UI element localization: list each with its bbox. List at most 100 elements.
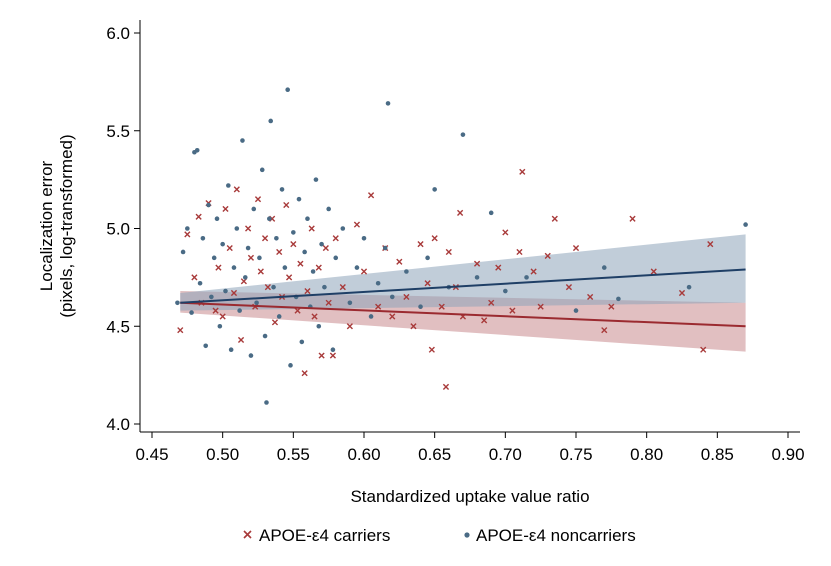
noncarrier-point — [601, 265, 607, 270]
carrier-point — [519, 168, 526, 175]
carrier-point — [650, 268, 657, 275]
noncarrier-point — [279, 187, 285, 192]
x-tick-label: 0.85 — [701, 445, 734, 464]
noncarrier-point — [425, 255, 430, 261]
noncarrier-point — [389, 294, 395, 300]
carrier-point — [257, 268, 264, 275]
carrier-point — [332, 235, 339, 242]
carrier-point — [424, 280, 431, 287]
x-tick-label: 0.75 — [559, 445, 592, 464]
noncarriers-fit-line — [180, 268, 746, 304]
noncarrier-point — [194, 148, 200, 153]
carrier-point — [700, 346, 707, 353]
noncarrier-point — [299, 339, 305, 345]
noncarrier-point — [302, 249, 307, 255]
carrier-point — [322, 244, 329, 252]
carrier-point — [438, 303, 445, 310]
noncarrier-point — [240, 138, 245, 143]
carrier-point — [481, 317, 488, 324]
noncarrier-point — [197, 280, 203, 286]
legend-item-noncarriers: APOE-ε4 noncarriers — [464, 526, 636, 545]
noncarrier-point — [333, 255, 339, 261]
x-tick-label: 0.50 — [206, 445, 239, 464]
carriers-fit-line — [180, 301, 746, 328]
noncarrier-point — [262, 333, 268, 339]
carrier-point — [271, 319, 279, 326]
carrier-point — [254, 196, 262, 203]
noncarrier-point — [347, 300, 353, 306]
noncarrier-point — [313, 177, 319, 182]
carrier-point — [346, 323, 353, 330]
carrier-point — [502, 229, 509, 236]
noncarrier-point — [460, 132, 466, 137]
carrier-point — [629, 215, 636, 222]
y-tick-label: 5.5 — [106, 122, 130, 141]
noncarrier-point — [226, 183, 231, 188]
carrier-point — [233, 186, 240, 193]
carrier-point — [301, 370, 308, 377]
y-tick-label: 5.0 — [106, 220, 130, 239]
carrier-point — [544, 252, 551, 259]
noncarrier-point — [418, 304, 423, 310]
carrier-point — [530, 268, 537, 275]
carrier-point — [294, 307, 301, 314]
noncarrier-point — [274, 235, 279, 241]
carrier-point — [431, 235, 438, 242]
y-tick-label: 6.0 — [106, 24, 130, 43]
carrier-point — [339, 284, 346, 291]
noncarrier-point — [206, 202, 211, 208]
carrier-point — [195, 213, 202, 220]
noncarrier-point — [503, 288, 508, 294]
carrier-point — [177, 327, 184, 334]
noncarrier-point — [288, 363, 293, 368]
legend-label-carriers: APOE-ε4 carriers — [259, 526, 390, 545]
carrier-point — [403, 293, 410, 301]
noncarrier-point — [214, 216, 220, 222]
noncarrier-point — [211, 255, 217, 261]
noncarrier-point — [189, 310, 194, 315]
carrier-point — [264, 284, 271, 291]
noncarrier-point — [330, 347, 336, 353]
carrier-point — [442, 383, 450, 390]
noncarrier-point — [268, 118, 274, 124]
carrier-point — [247, 254, 255, 261]
x-tick-label: 0.80 — [630, 445, 663, 464]
carrier-point — [572, 244, 580, 252]
carrier-point — [304, 287, 311, 295]
carrier-point — [587, 293, 594, 301]
noncarrier-point — [573, 308, 579, 313]
noncarrier-point — [271, 284, 276, 290]
carrier-point — [297, 260, 304, 267]
noncarrier-point — [175, 300, 180, 306]
carrier-point — [318, 352, 325, 359]
noncarrier-point — [223, 288, 228, 294]
noncarriers-confidence-band — [180, 234, 746, 311]
carrier-point — [222, 205, 229, 213]
carrier-point — [237, 336, 245, 344]
carrier-point — [608, 303, 615, 310]
carrier-point — [329, 352, 337, 359]
noncarrier-point — [326, 206, 331, 212]
noncarrier-point — [264, 400, 269, 405]
carrier-point — [276, 248, 283, 256]
carrier-point — [315, 264, 322, 271]
noncarrier-point — [180, 249, 186, 255]
noncarrier-point — [242, 275, 248, 280]
legend-label-noncarriers: APOE-ε4 noncarriers — [476, 526, 636, 545]
carrier-point — [283, 201, 290, 209]
noncarrier-point — [322, 284, 327, 290]
noncarrier-point — [474, 275, 480, 280]
noncarrier-point — [259, 167, 265, 173]
carrier-point — [308, 225, 315, 232]
noncarrier-point — [385, 101, 391, 106]
noncarrier-point — [185, 226, 190, 231]
x-axis-ticks: 0.45 0.50 0.55 0.60 0.65 0.70 0.75 0.80 0.85 0.90 — [135, 432, 805, 464]
carrier-point — [516, 248, 523, 256]
y-axis-title-line2: (pixels, log-transformed) — [57, 134, 76, 317]
carrier-point — [417, 241, 424, 248]
noncarrier-point — [254, 300, 259, 306]
carrier-point — [445, 248, 452, 256]
carrier-point — [565, 284, 573, 291]
noncarrier-point — [319, 241, 324, 247]
